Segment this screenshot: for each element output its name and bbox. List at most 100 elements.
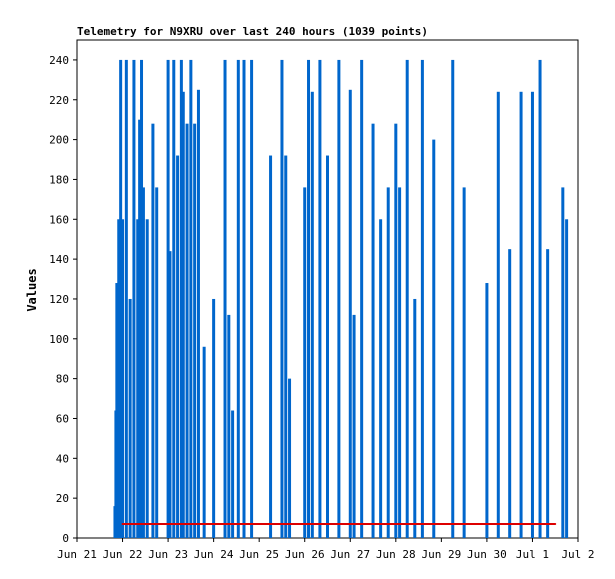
data-bar (546, 249, 550, 538)
data-bar (485, 283, 489, 538)
x-tick-label: Jun 21 (57, 548, 97, 561)
data-bar (236, 59, 240, 539)
y-tick-label: 220 (49, 94, 69, 107)
baseline-point (303, 523, 306, 526)
data-bar (538, 59, 542, 539)
data-bar (242, 59, 246, 539)
data-bar (136, 219, 140, 538)
data-bar (124, 59, 128, 539)
y-tick-label: 60 (56, 412, 69, 425)
x-tick-label: Jun 25 (239, 548, 279, 561)
data-bar (352, 314, 356, 538)
data-bar (185, 123, 189, 538)
data-bar (155, 187, 159, 538)
y-tick-label: 100 (49, 333, 69, 346)
data-bar (307, 59, 311, 539)
data-bar (288, 378, 292, 538)
data-bar (172, 59, 176, 539)
data-bar (303, 187, 307, 538)
data-bar (371, 123, 375, 538)
data-bar (202, 346, 206, 538)
data-bar (432, 139, 436, 538)
x-tick-label: Jun 29 (421, 548, 461, 561)
data-bar (179, 59, 183, 539)
plot-area: 0 20 40 60 80 100 120 140 160 180 200 220 240 Jun 21 J… (49, 39, 595, 561)
data-bar (119, 59, 123, 539)
x-tick-label: Jul 1 (516, 548, 549, 561)
data-bar (115, 283, 119, 538)
y-tick-label: 200 (49, 134, 69, 147)
x-tick-label: Jun 28 (376, 548, 416, 561)
y-tick-label: 40 (56, 452, 69, 465)
data-bar (176, 155, 180, 538)
data-bar (530, 91, 534, 539)
data-bar (128, 298, 132, 538)
data-bar (496, 91, 500, 539)
data-bar (189, 59, 193, 539)
data-bar (310, 91, 314, 539)
data-bar (405, 59, 409, 539)
data-bar (508, 249, 512, 538)
data-bar (223, 59, 227, 539)
data-bar (561, 187, 565, 538)
x-tick-label: Jun 24 (194, 548, 234, 561)
data-bar (168, 251, 172, 539)
data-bar (326, 155, 329, 538)
data-bar (462, 187, 466, 538)
y-tick-label: 180 (49, 173, 69, 186)
data-bar (394, 123, 398, 538)
x-tick-label: Jul 2 (561, 548, 594, 561)
x-tick-label: Jun 22 (103, 548, 143, 561)
data-bar (280, 59, 284, 539)
data-bar (398, 187, 402, 538)
data-bar (196, 89, 200, 539)
x-tick-label: Jun 30 (467, 548, 507, 561)
y-tick-label: 140 (49, 253, 69, 266)
baseline-point (394, 523, 397, 526)
data-bar (386, 187, 390, 538)
data-bar (269, 155, 273, 538)
data-bar (121, 219, 125, 538)
y-tick-label: 0 (62, 532, 69, 545)
data-bar (193, 123, 197, 538)
data-bar (565, 219, 569, 538)
x-tick-label: Jun 27 (330, 548, 370, 561)
baseline-point (554, 523, 557, 526)
data-bar (212, 298, 216, 538)
data-bar (413, 298, 417, 538)
y-tick-label: 160 (49, 213, 69, 226)
data-bar (337, 59, 341, 539)
data-bar (348, 89, 352, 539)
data-bar (231, 410, 235, 538)
data-bar (227, 314, 231, 538)
data-bar (141, 187, 145, 538)
y-tick-label: 80 (56, 373, 69, 386)
baseline-point (485, 523, 488, 526)
data-bar (181, 91, 185, 539)
data-bar (519, 91, 523, 539)
data-bar (151, 123, 155, 538)
data-bar (250, 59, 254, 539)
data-bar (420, 59, 424, 539)
y-tick-label: 240 (49, 54, 69, 67)
x-tick-label: Jun 23 (148, 548, 188, 561)
data-bar (379, 219, 383, 538)
data-bar (138, 119, 142, 539)
y-tick-label: 20 (56, 492, 69, 505)
baseline-point (212, 523, 215, 526)
chart-title: Telemetry for N9XRU over last 240 hours … (77, 25, 428, 38)
data-bar (140, 59, 144, 539)
y-axis-label: Values (25, 268, 39, 311)
y-tick-label: 120 (49, 293, 69, 306)
data-bar (166, 59, 170, 539)
data-bar (318, 59, 322, 539)
data-bar (451, 59, 455, 539)
data-bar (117, 219, 121, 538)
baseline-point (121, 523, 124, 526)
data-bar (284, 155, 288, 538)
data-bar (360, 59, 364, 539)
data-bar (145, 219, 149, 538)
data-bar (132, 59, 136, 539)
x-tick-label: Jun 26 (285, 548, 325, 561)
